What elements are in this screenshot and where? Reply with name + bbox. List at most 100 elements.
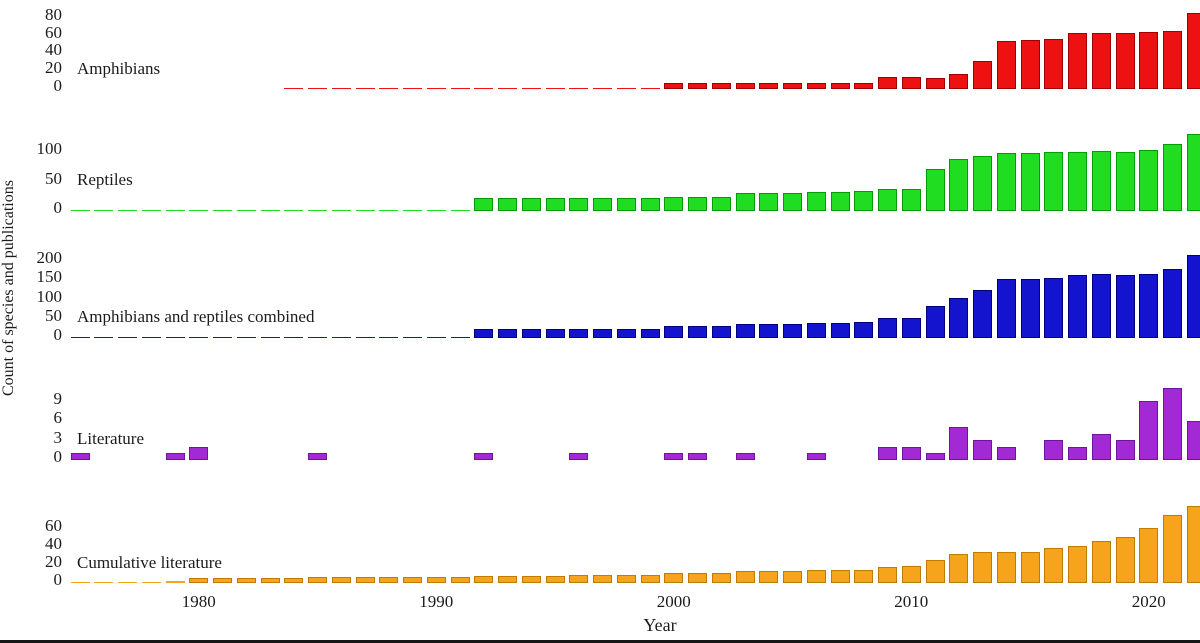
amphibians-bar (284, 88, 304, 89)
reptiles-bar (1020, 153, 1040, 211)
amphibians-and-reptiles-combined-bar (284, 337, 304, 338)
cumulative-literature-y-tick: 60 (45, 516, 62, 535)
amphibians-and-reptiles-combined-bar (1139, 274, 1159, 338)
literature-bar (949, 427, 969, 460)
x-tick-2020: 2020 (1131, 592, 1166, 611)
amphibians-and-reptiles-combined-bar (664, 326, 684, 338)
reptiles-bar (925, 169, 945, 211)
amphibians-and-reptiles-combined-bar (94, 337, 114, 338)
reptiles-bar (236, 210, 256, 211)
x-tick-2010: 2010 (894, 592, 929, 611)
cumulative-literature-bar (830, 570, 850, 583)
amphibians-and-reptiles-combined-y-tick: 200 (36, 248, 63, 267)
amphibians-and-reptiles-combined-bar (260, 337, 280, 338)
amphibians-bar (521, 88, 541, 89)
reptiles-bar (498, 198, 517, 211)
reptiles-bar (640, 198, 660, 211)
amphibians-and-reptiles-combined-bar (569, 329, 589, 338)
amphibians-bar (426, 88, 446, 89)
cumulative-literature-bar (806, 570, 826, 583)
reptiles-bar (331, 210, 351, 211)
amphibians-and-reptiles-combined-bar (165, 337, 185, 338)
series-label-cumulative-literature: Cumulative literature (77, 553, 222, 572)
reptiles-bar (141, 210, 161, 211)
amphibians-y-tick: 0 (53, 76, 63, 95)
amphibians-and-reptiles-combined-bar (426, 337, 446, 338)
amphibians-bar (450, 88, 470, 89)
reptiles-y-tick: 100 (36, 139, 63, 158)
reptiles-bar (474, 198, 494, 211)
cumulative-literature-bar (1068, 546, 1087, 583)
amphibians-bar (1139, 32, 1159, 89)
x-tick-2000: 2000 (656, 592, 691, 611)
cumulative-literature-bar (711, 573, 731, 583)
cumulative-literature-bar (165, 581, 185, 583)
cumulative-literature-bar (593, 575, 612, 583)
amphibians-bar (474, 88, 494, 89)
amphibians-and-reptiles-combined-bar (878, 318, 897, 338)
reptiles-bar (1091, 151, 1111, 211)
amphibians-bar (1115, 33, 1135, 89)
amphibians-y-tick: 60 (45, 22, 62, 42)
cumulative-literature-bar (901, 566, 921, 583)
amphibians-bar (1044, 39, 1064, 89)
amphibians-and-reptiles-combined-bar (450, 337, 470, 338)
amphibians-and-reptiles-combined-bar (949, 298, 969, 338)
reptiles-bar (783, 193, 802, 211)
amphibians-bar (949, 74, 969, 89)
literature-bar (996, 447, 1016, 460)
amphibians-y-tick: 40 (45, 40, 62, 60)
series-label-literature: Literature (77, 428, 145, 448)
literature-bar (878, 447, 897, 460)
amphibians-bar (854, 83, 874, 89)
reptiles-bar (521, 198, 541, 211)
amphibians-and-reptiles-combined-bar (593, 329, 612, 338)
cumulative-literature-y-tick: 20 (45, 552, 62, 571)
reptiles-bar (1044, 152, 1064, 211)
reptiles-bar (854, 191, 874, 211)
reptiles-bar (260, 210, 280, 211)
literature-bar (664, 453, 684, 460)
cumulative-literature-bar (640, 575, 660, 583)
cumulative-literature-bar (426, 577, 446, 583)
cumulative-literature-bar (664, 573, 684, 583)
x-tick-1980: 1980 (181, 592, 216, 611)
amphibians-bar (688, 83, 707, 89)
literature-bar (1186, 421, 1200, 460)
reptiles-bar (901, 189, 921, 211)
amphibians-bar (925, 78, 945, 89)
cumulative-literature-bar (498, 576, 517, 583)
cumulative-literature-bar (735, 571, 755, 583)
amphibians-bar (996, 41, 1016, 89)
amphibians-bar (403, 88, 422, 89)
reptiles-bar (593, 198, 612, 211)
cumulative-literature-y-tick: 40 (45, 534, 62, 553)
amphibians-and-reptiles-combined-bar (545, 329, 565, 338)
amphibians-y-tick: 20 (45, 58, 62, 78)
literature-y-tick: 9 (53, 388, 63, 408)
amphibians-and-reptiles-combined-bar (973, 290, 992, 338)
amphibians-and-reptiles-combined-bar (189, 337, 209, 338)
literature-bar (1115, 440, 1135, 460)
cumulative-literature-bar (450, 577, 470, 583)
cumulative-literature-bar (854, 570, 874, 583)
literature-bar (1068, 447, 1087, 460)
cumulative-literature-bar (1091, 541, 1111, 583)
cumulative-literature-bar (308, 577, 327, 583)
reptiles-bar (213, 210, 232, 211)
cumulative-literature-bar (973, 552, 992, 583)
series-label-amphibians-and-reptiles-combined: Amphibians and reptiles combined (77, 306, 315, 326)
reptiles-bar (1068, 152, 1087, 211)
amphibians-and-reptiles-combined-bar (379, 337, 399, 338)
amphibians-and-reptiles-combined-y-tick: 100 (36, 286, 63, 306)
reptiles-bar (118, 210, 137, 211)
literature-bar (1163, 388, 1182, 460)
amphibians-and-reptiles-combined-bar (711, 326, 731, 338)
cumulative-literature-bar (759, 571, 779, 583)
reptiles-bar (806, 192, 826, 211)
amphibians-and-reptiles-combined-bar (783, 324, 802, 338)
reptiles-bar (189, 210, 209, 211)
amphibians-bar (806, 83, 826, 89)
amphibians-and-reptiles-combined-bar (213, 337, 232, 338)
series-label-reptiles: Reptiles (77, 169, 133, 189)
